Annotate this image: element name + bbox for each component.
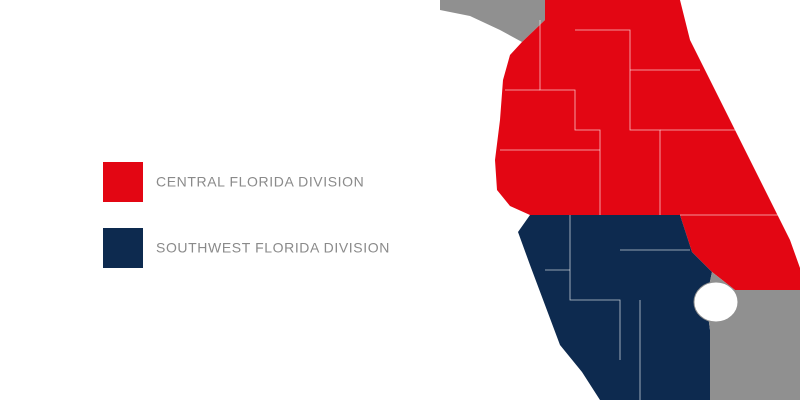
lake	[693, 281, 739, 323]
legend-label: SOUTHWEST FLORIDA DIVISION	[156, 240, 390, 256]
central-region	[495, 0, 800, 290]
legend-swatch	[103, 228, 143, 268]
other-region	[440, 0, 545, 42]
county-lines	[500, 20, 780, 400]
southwest-region	[518, 215, 712, 400]
legend-swatch	[103, 162, 143, 202]
legend: CENTRAL FLORIDA DIVISION SOUTHWEST FLORID…	[103, 162, 390, 268]
legend-label: CENTRAL FLORIDA DIVISION	[156, 174, 364, 190]
